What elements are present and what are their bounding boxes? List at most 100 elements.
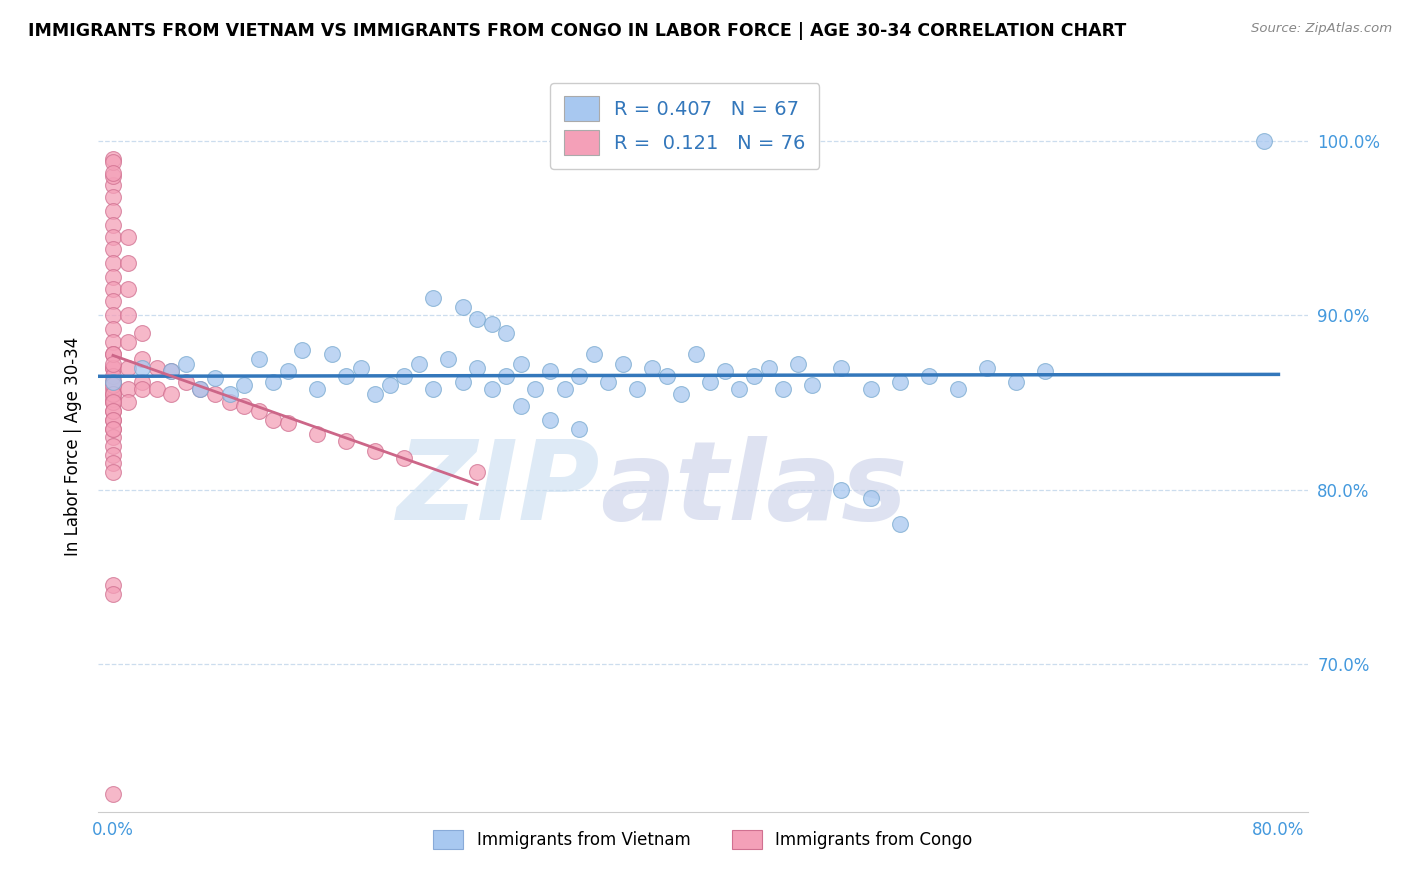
Point (889, 517, 911, 532)
Point (131, 375, 153, 389)
Point (465, 465, 488, 479)
Point (305, 382, 328, 396)
Point (101, 169, 124, 183)
Point (145, 382, 167, 396)
Point (101, 334, 124, 349)
Point (685, 347, 707, 361)
Point (1033, 364, 1056, 378)
Point (830, 483, 852, 497)
Point (101, 378, 124, 392)
Point (101, 347, 124, 361)
Point (451, 375, 474, 389)
Point (101, 448, 124, 462)
Point (101, 392, 124, 406)
Point (101, 787, 124, 801)
Point (131, 326, 153, 340)
Point (758, 360, 780, 375)
Y-axis label: In Labor Force | Age 30-34: In Labor Force | Age 30-34 (63, 336, 82, 556)
Point (598, 375, 620, 389)
Point (582, 347, 605, 361)
Point (101, 152, 124, 166)
Point (101, 465, 124, 479)
Text: atlas: atlas (600, 436, 908, 543)
Point (612, 357, 634, 371)
Point (568, 369, 591, 384)
Point (524, 382, 547, 396)
Point (190, 382, 212, 396)
Point (394, 451, 416, 466)
Point (101, 375, 124, 389)
Point (101, 190, 124, 204)
Point (305, 426, 328, 441)
Point (481, 317, 503, 331)
Point (859, 382, 882, 396)
Point (408, 357, 430, 371)
Point (538, 364, 561, 378)
Point (538, 413, 561, 427)
Point (321, 347, 343, 361)
Point (262, 413, 284, 427)
Point (481, 382, 503, 396)
Point (204, 371, 226, 385)
Point (568, 421, 591, 435)
Point (101, 242, 124, 256)
Point (101, 457, 124, 471)
Point (655, 369, 678, 384)
Point (101, 395, 124, 409)
Point (277, 417, 299, 431)
Point (190, 382, 212, 396)
Point (277, 364, 299, 378)
Point (101, 347, 124, 361)
Point (101, 322, 124, 336)
Point (859, 491, 882, 506)
Point (728, 382, 751, 396)
Point (117, 395, 139, 409)
Point (554, 382, 576, 396)
Point (101, 413, 124, 427)
Point (117, 256, 139, 270)
Point (101, 430, 124, 444)
Point (641, 360, 664, 375)
Point (669, 386, 692, 401)
Point (801, 378, 824, 392)
Point (1005, 375, 1028, 389)
Point (830, 360, 852, 375)
Point (131, 351, 153, 366)
Point (1253, 134, 1275, 148)
Point (233, 378, 256, 392)
Point (350, 360, 373, 375)
Point (889, 375, 911, 389)
Point (101, 294, 124, 309)
Point (364, 444, 387, 458)
Point (160, 364, 183, 378)
Point (101, 360, 124, 375)
Point (101, 282, 124, 296)
Point (976, 360, 998, 375)
Point (101, 256, 124, 270)
Point (101, 404, 124, 418)
Point (714, 364, 737, 378)
Point (422, 382, 444, 396)
Point (204, 386, 226, 401)
Text: Source: ZipAtlas.com: Source: ZipAtlas.com (1251, 22, 1392, 36)
Point (451, 300, 474, 314)
Point (233, 399, 256, 413)
Point (117, 360, 139, 375)
Point (101, 413, 124, 427)
Point (101, 218, 124, 232)
Point (101, 270, 124, 285)
Point (117, 230, 139, 244)
Point (465, 311, 488, 326)
Point (131, 360, 153, 375)
Point (101, 386, 124, 401)
Point (101, 155, 124, 169)
Point (101, 178, 124, 192)
Point (772, 382, 794, 396)
Point (101, 375, 124, 389)
Point (117, 382, 139, 396)
Point (174, 357, 197, 371)
Point (101, 360, 124, 375)
Point (101, 395, 124, 409)
Point (131, 382, 153, 396)
Point (101, 404, 124, 418)
